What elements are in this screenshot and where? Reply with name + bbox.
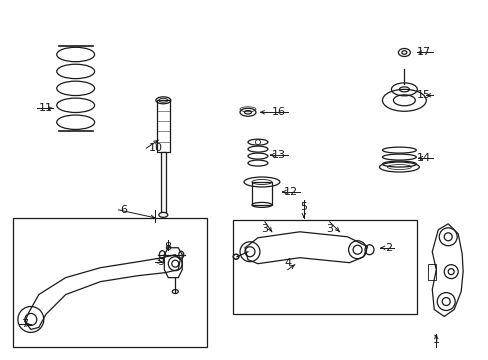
Text: 2: 2 — [385, 243, 392, 253]
Ellipse shape — [159, 212, 167, 217]
Text: 16: 16 — [271, 107, 285, 117]
Text: 14: 14 — [416, 153, 430, 163]
Text: 3: 3 — [261, 224, 268, 234]
Text: 11: 11 — [39, 103, 53, 113]
Polygon shape — [161, 152, 165, 215]
Text: 10: 10 — [148, 143, 162, 153]
Text: 17: 17 — [416, 48, 430, 58]
Bar — [233, 220, 416, 315]
Text: 1: 1 — [432, 336, 439, 345]
Text: 4: 4 — [284, 258, 291, 268]
Text: 5: 5 — [300, 202, 306, 212]
Text: 9: 9 — [157, 257, 164, 267]
Bar — [13, 218, 207, 347]
Ellipse shape — [156, 97, 170, 104]
Text: 3: 3 — [325, 224, 332, 234]
Text: 12: 12 — [283, 187, 297, 197]
Text: 7: 7 — [21, 319, 28, 329]
Text: 15: 15 — [416, 90, 430, 100]
Text: 6: 6 — [120, 205, 127, 215]
Text: 13: 13 — [271, 150, 285, 160]
Text: 8: 8 — [164, 242, 171, 252]
